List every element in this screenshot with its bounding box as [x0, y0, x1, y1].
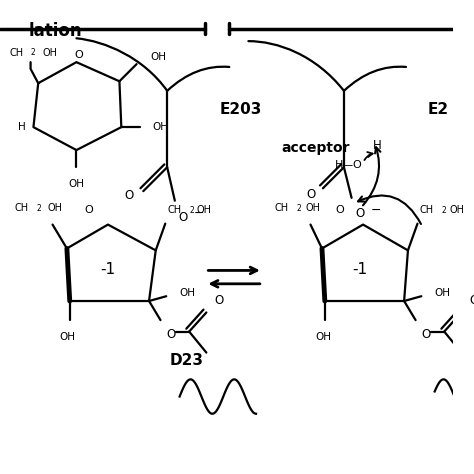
Text: OH: OH [197, 205, 212, 215]
Text: CH: CH [274, 203, 288, 213]
Text: O: O [335, 205, 344, 215]
Text: CH: CH [167, 205, 182, 215]
Text: OH: OH [68, 179, 84, 189]
Text: E2: E2 [428, 102, 449, 118]
Text: -1: -1 [353, 262, 368, 277]
Text: H: H [335, 160, 343, 170]
Text: O: O [179, 211, 188, 224]
Text: OH: OH [48, 203, 63, 213]
Text: −: − [371, 203, 381, 217]
Text: O: O [166, 328, 175, 341]
Text: -1: -1 [100, 262, 116, 277]
Text: —: — [341, 160, 352, 170]
Text: 2: 2 [441, 206, 446, 215]
Text: H: H [373, 139, 382, 152]
Text: CH: CH [9, 47, 24, 58]
Text: OH: OH [306, 203, 321, 213]
Text: CH: CH [14, 203, 28, 213]
Text: O: O [74, 49, 83, 60]
Text: OH: OH [315, 332, 331, 342]
Text: OH: OH [449, 205, 464, 215]
Text: lation: lation [28, 22, 82, 40]
Text: −: − [194, 208, 204, 220]
Text: OH: OH [150, 53, 166, 63]
Text: 2: 2 [36, 204, 41, 213]
Text: acceptor: acceptor [282, 141, 350, 155]
Text: OH: OH [153, 122, 169, 132]
Text: D23: D23 [169, 353, 203, 368]
Text: 2: 2 [30, 48, 36, 57]
Text: O: O [125, 190, 134, 202]
Text: H: H [18, 122, 26, 132]
Text: O: O [421, 328, 430, 341]
Text: O: O [356, 208, 365, 220]
Text: OH: OH [435, 288, 451, 298]
Text: CH: CH [419, 205, 434, 215]
Text: 2: 2 [296, 204, 301, 213]
Text: OH: OH [60, 332, 76, 342]
Text: O: O [306, 188, 315, 201]
Text: OH: OH [43, 47, 58, 58]
Text: O: O [352, 160, 361, 170]
Text: O: O [214, 294, 223, 307]
Text: O: O [84, 205, 93, 215]
Text: 2: 2 [189, 206, 194, 215]
Text: OH: OH [180, 288, 196, 298]
Text: E203: E203 [220, 102, 262, 118]
Text: O: O [469, 294, 474, 307]
